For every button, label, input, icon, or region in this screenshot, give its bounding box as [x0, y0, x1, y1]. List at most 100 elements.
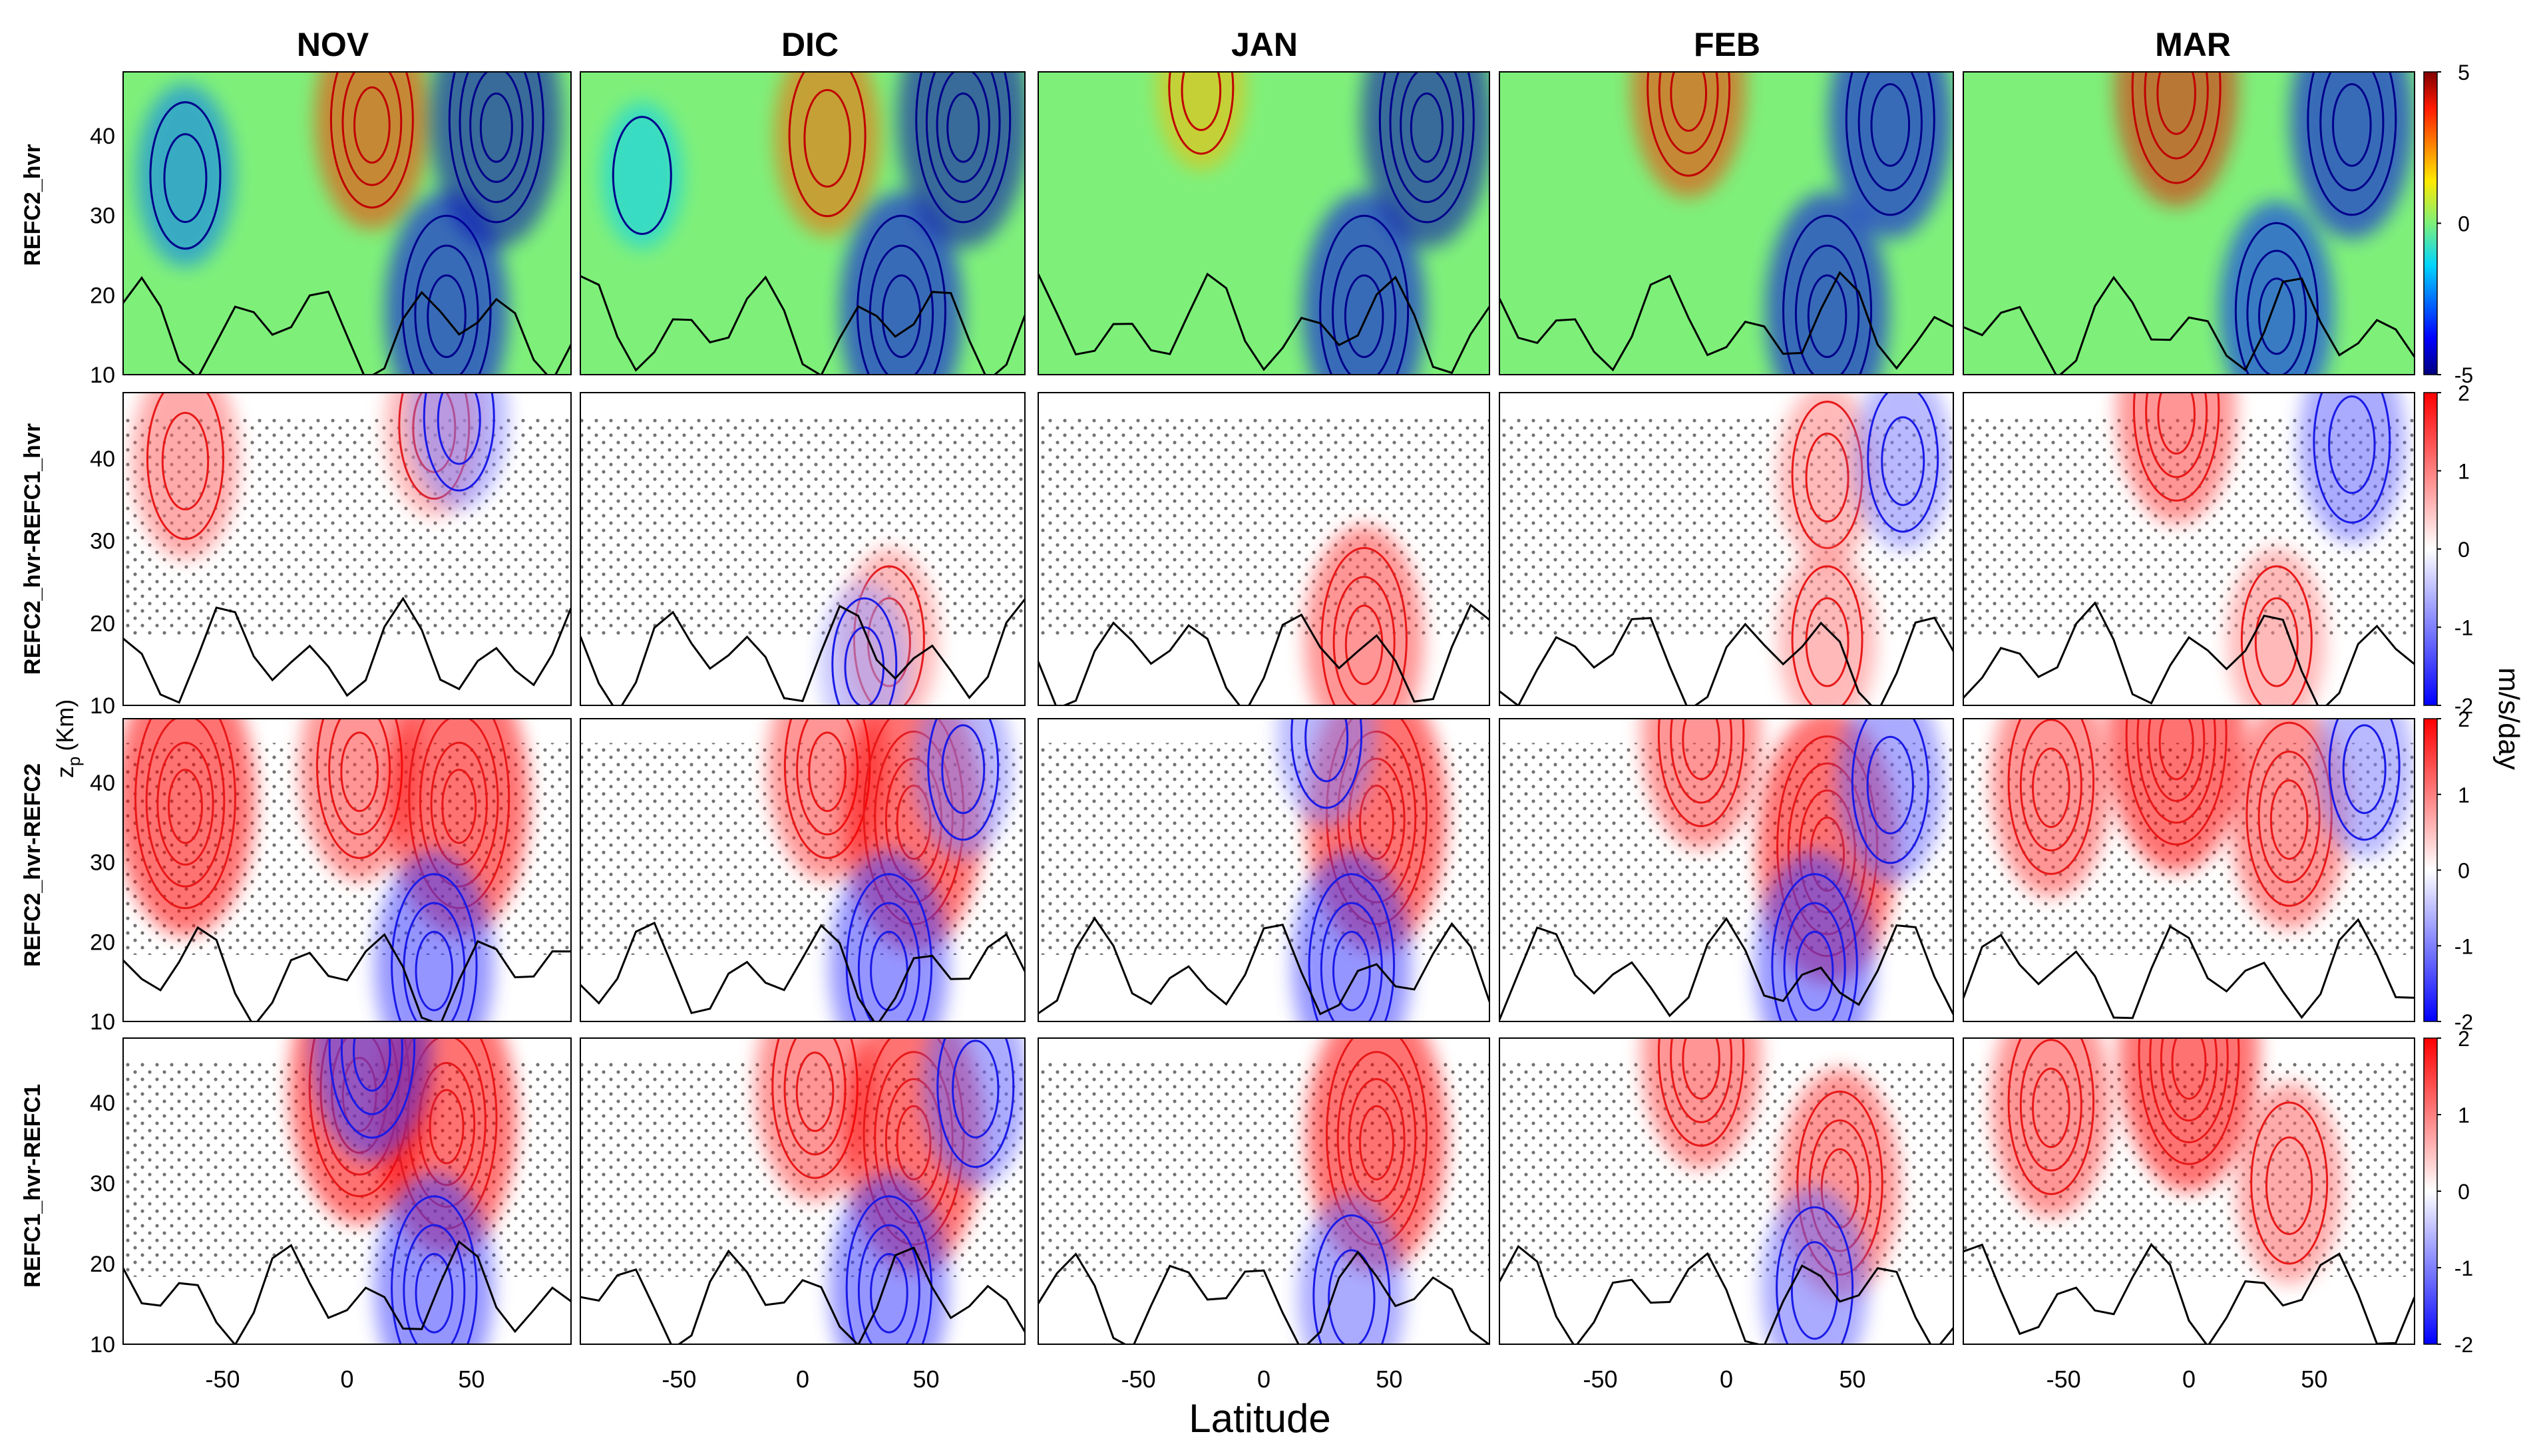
row-label-refc2hvr-refc1hvr: REFC2_hvr-REFC1_hvr [20, 423, 45, 675]
contour-line [808, 731, 847, 813]
contour-line [2131, 72, 2222, 184]
colorbar-tick-label: 2 [2458, 1027, 2470, 1051]
y-tick-label: 20 [90, 611, 115, 636]
zero-contour [1038, 603, 1489, 705]
zero-contour [123, 926, 571, 1021]
y-tick-label: 10 [90, 1332, 115, 1358]
contour-line [2328, 395, 2376, 494]
y-tick-label: 20 [90, 1252, 115, 1277]
contour-line [857, 1224, 920, 1344]
contour-line [2313, 393, 2391, 524]
column-title-mar: MAR [2155, 26, 2231, 63]
panel-refc1-hvr-refc1-nov: 10 20 30 40 [90, 1037, 572, 1358]
contour-line [1181, 72, 1222, 131]
panel-frame [1499, 71, 1954, 375]
contour-line [2158, 719, 2194, 781]
contour-line [1670, 719, 1733, 804]
y-tick-label: 40 [90, 771, 115, 796]
contour-line [2246, 250, 2307, 375]
contour-line [167, 769, 203, 844]
panel-refc2-hvr-mar [1963, 71, 2415, 375]
panel-refc2-hvr-refc2-nov: 10 20 30 40 [90, 718, 572, 1035]
contour-line [1389, 72, 1465, 204]
panel-frame [1038, 718, 1490, 1022]
panel-refc1-hvr-refc1-jan [1038, 1037, 1490, 1345]
field-anomaly-0 [601, 102, 683, 249]
contour-line [415, 930, 454, 1011]
y-tick-label: 20 [90, 930, 115, 955]
contour-line [1794, 244, 1860, 375]
colorbar-tick-label: 1 [2458, 783, 2470, 807]
x-tick-label: 0 [340, 1365, 353, 1393]
contour-line [353, 86, 391, 164]
x-tick-label: 50 [1376, 1365, 1402, 1393]
y-axis-label-unit: (Km) [51, 699, 79, 751]
field-anomaly-1 [1298, 1195, 1405, 1344]
contour-line [403, 1224, 466, 1344]
y-tick-label: 30 [90, 529, 115, 554]
panel-refc2-hvr-refc1-hvr-jan [1038, 392, 1490, 706]
contour-line [2250, 1101, 2329, 1265]
contour-line [2257, 750, 2321, 884]
y-tick-label: 10 [90, 1009, 115, 1035]
panel-refc2-hvr-refc2-jan [1038, 718, 1490, 1022]
contour-line [1657, 719, 1745, 827]
panel-frame [1038, 71, 1490, 375]
zero-contour [123, 596, 571, 704]
contour-line [2328, 719, 2401, 841]
contour-line [1410, 92, 1444, 163]
contour-line [134, 719, 236, 910]
contour-line [146, 393, 224, 540]
contour-line [161, 411, 210, 511]
zero-contour [123, 275, 571, 375]
field-anomaly-1 [819, 582, 909, 705]
zero-contour [580, 921, 1025, 1021]
contour-line [415, 1252, 454, 1334]
panel-frame [1038, 1037, 1490, 1345]
x-tick-label: -50 [206, 1365, 240, 1393]
panel-refc2-hvr-refc2-dic [580, 718, 1026, 1022]
y-tick-label: 20 [90, 283, 115, 308]
x-tick-labels: -50 0 50 -50 0 50 -50 0 50 -50 0 50 -50 0 50 [206, 1365, 2328, 1393]
contour-line [1791, 565, 1863, 705]
contour-line [459, 72, 534, 204]
contour-line [1359, 1105, 1394, 1181]
contour-line [2125, 719, 2228, 846]
field-anomaly-2 [1761, 1187, 1868, 1344]
contour-line [870, 1252, 908, 1334]
contour-line [1344, 274, 1384, 358]
field-anomaly-2 [1361, 72, 1489, 248]
colorbar-tick-label: 0 [2458, 538, 2470, 562]
row-label-refc2-hvr: REFC2_hvr [20, 144, 45, 266]
zero-contour [1038, 916, 1489, 1015]
colorbar-tick-label: 0 [2458, 212, 2470, 236]
contour-line [788, 72, 867, 218]
colorbar-scale [2423, 392, 2438, 706]
contour-line [1807, 274, 1848, 358]
contour-line [1881, 416, 1925, 506]
contour-line [2269, 779, 2309, 860]
contour-line [1670, 1038, 1733, 1123]
contour-line [881, 274, 922, 358]
column-title-dic: DIC [781, 26, 839, 63]
colorbar-tick-label: -5 [2454, 363, 2473, 387]
field-anomaly-0 [2119, 1038, 2259, 1192]
panel-refc1-hvr-refc1-feb [1499, 1037, 1954, 1345]
zero-contour [123, 1240, 571, 1344]
contour-line [2240, 565, 2313, 705]
contour-line [936, 72, 990, 183]
contour-line [1682, 1038, 1720, 1100]
colorbar-tick-label: -2 [2454, 1010, 2473, 1034]
x-tick-label: -50 [2046, 1365, 2081, 1393]
colorbar-1: 5 0 -5 [2423, 61, 2473, 387]
x-tick-label: 0 [1720, 1365, 1733, 1393]
contour-line [2265, 1136, 2313, 1235]
colorbar-tick-label: 1 [2458, 460, 2470, 484]
contour-line [1670, 72, 1708, 132]
contour-line [2148, 719, 2206, 803]
contour-line [1332, 930, 1371, 1011]
contour-line [2319, 72, 2385, 192]
panel-frame [580, 71, 1026, 375]
panel-frame [122, 71, 572, 375]
